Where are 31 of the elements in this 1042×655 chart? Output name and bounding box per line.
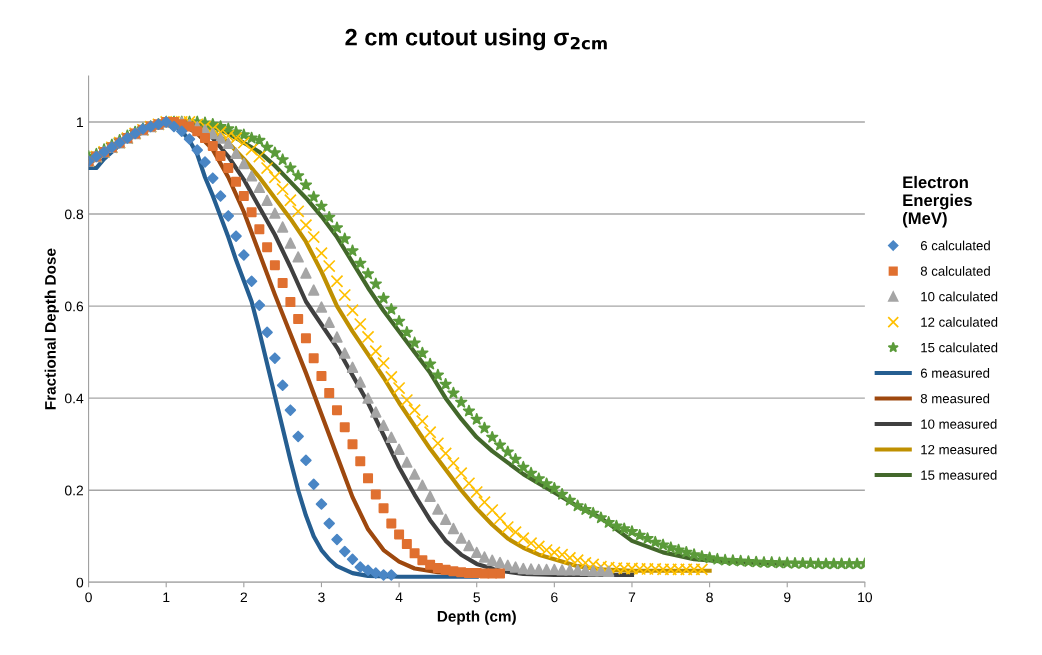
legend-label: 12 calculated bbox=[921, 317, 998, 327]
x-tick-label: 7 bbox=[628, 592, 636, 603]
legend-label: 12 measured bbox=[921, 444, 997, 455]
legend-label: 10 calculated bbox=[921, 291, 998, 302]
x-tick-label: 10 bbox=[858, 592, 873, 603]
legend-label: 15 measured bbox=[921, 470, 997, 480]
x-tick-label: 0 bbox=[85, 592, 92, 603]
x-tick-label: 5 bbox=[473, 592, 480, 603]
legend-title: Electron Energies (MeV) bbox=[903, 175, 972, 228]
y-tick-label: 0.4 bbox=[64, 393, 84, 404]
x-tick-label: 8 bbox=[706, 592, 713, 603]
legend-label: 15 calculated bbox=[921, 342, 998, 353]
x-tick-label: 4 bbox=[395, 592, 403, 603]
legend-label: 6 calculated bbox=[920, 240, 990, 251]
legend-label: 10 measured bbox=[921, 419, 997, 429]
x-tick-label: 1 bbox=[163, 592, 170, 603]
y-tick-label: 1 bbox=[77, 117, 84, 128]
x-axis-title: Depth (cm) bbox=[437, 610, 516, 625]
y-tick-label: 0.6 bbox=[64, 301, 84, 312]
y-tick-label: 0.2 bbox=[64, 485, 84, 496]
x-tick-label: 3 bbox=[318, 592, 325, 603]
x-tick-label: 2 bbox=[240, 592, 247, 603]
legend-label: 8 calculated bbox=[920, 266, 990, 276]
y-tick-label: 0 bbox=[76, 577, 84, 588]
y-tick-label: 0.8 bbox=[64, 209, 84, 220]
legend-label: 8 measured bbox=[920, 393, 990, 404]
y-axis-title: Fractional Depth Dose bbox=[44, 248, 59, 410]
x-tick-label: 9 bbox=[784, 592, 791, 603]
chart-title: 2 cm cutout using σ$_{2cm}$ bbox=[345, 28, 607, 51]
legend-label: 6 measured bbox=[920, 368, 990, 378]
x-tick-label: 6 bbox=[551, 592, 558, 603]
